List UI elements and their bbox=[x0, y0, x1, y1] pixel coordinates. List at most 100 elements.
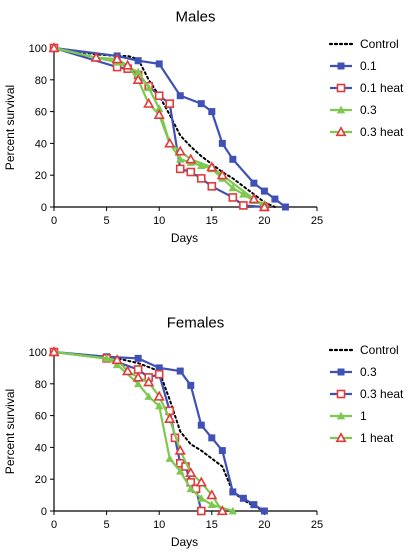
legend: Control 0.3 0.3 heat 1 1 heat bbox=[328, 343, 404, 445]
x-tick-label: 25 bbox=[311, 519, 323, 531]
legend-label: 0.3 bbox=[360, 103, 377, 117]
data-point bbox=[207, 182, 217, 191]
chart-title: Females bbox=[167, 314, 225, 331]
data-point bbox=[112, 360, 122, 369]
data-point bbox=[144, 392, 153, 400]
data-point bbox=[239, 494, 247, 502]
x-tick-label: 0 bbox=[51, 215, 57, 227]
data-point bbox=[174, 444, 186, 455]
y-tick-label: 20 bbox=[35, 474, 47, 486]
series-0-3-heat bbox=[48, 42, 270, 212]
data-point bbox=[175, 164, 185, 174]
data-point bbox=[260, 507, 268, 515]
data-point bbox=[187, 381, 195, 389]
data-point bbox=[337, 62, 345, 70]
data-point bbox=[248, 193, 260, 204]
data-point bbox=[122, 365, 134, 376]
series-1-heat bbox=[48, 346, 228, 516]
data-point bbox=[207, 500, 216, 508]
data-point bbox=[155, 104, 164, 112]
y-axis-label: Percent survival bbox=[3, 85, 17, 170]
series-control bbox=[53, 47, 276, 208]
y-tick-label: 20 bbox=[35, 170, 47, 182]
legend-label: Control bbox=[360, 343, 399, 357]
x-tick-label: 5 bbox=[104, 215, 110, 227]
legend-label: 0.1 heat bbox=[360, 81, 404, 95]
data-point bbox=[134, 57, 142, 65]
x-tick-label: 15 bbox=[206, 519, 218, 531]
data-point bbox=[176, 155, 185, 163]
chart-title: Males bbox=[175, 8, 215, 25]
data-point bbox=[197, 421, 205, 429]
data-point bbox=[133, 67, 143, 76]
x-axis-label: Days bbox=[171, 535, 198, 549]
data-point bbox=[122, 59, 134, 70]
data-point bbox=[250, 501, 258, 509]
data-point bbox=[208, 434, 216, 442]
data-point bbox=[196, 506, 206, 516]
x-axis-label: Days bbox=[171, 231, 198, 245]
legend-item: 1 bbox=[330, 409, 367, 423]
data-point bbox=[154, 91, 164, 100]
data-point bbox=[153, 108, 165, 119]
x-tick-label: 10 bbox=[153, 215, 165, 227]
data-point bbox=[111, 354, 123, 365]
data-point bbox=[48, 346, 60, 357]
data-point bbox=[153, 390, 165, 401]
data-point bbox=[90, 51, 102, 62]
data-point bbox=[155, 401, 164, 410]
legend-item: 0.3 heat bbox=[330, 125, 404, 139]
data-point bbox=[165, 99, 175, 108]
data-point bbox=[229, 155, 237, 163]
data-point bbox=[216, 169, 228, 180]
y-tick-label: 80 bbox=[35, 379, 47, 391]
data-point bbox=[258, 201, 270, 212]
data-point bbox=[155, 60, 163, 68]
x-tick-label: 15 bbox=[206, 215, 218, 227]
data-point bbox=[335, 126, 347, 137]
legend-label: 0.1 bbox=[360, 59, 377, 73]
data-point bbox=[164, 412, 176, 423]
data-point bbox=[143, 376, 155, 387]
data-point bbox=[176, 92, 184, 100]
data-point bbox=[228, 506, 238, 515]
data-point bbox=[229, 488, 237, 496]
x-tick-label: 20 bbox=[258, 215, 270, 227]
y-axis-label: Percent survival bbox=[3, 389, 17, 474]
legend: Control 0.1 0.1 heat 0.3 0.3 heat bbox=[328, 37, 404, 139]
legend-item: 0.3 bbox=[330, 365, 377, 379]
data-point bbox=[111, 53, 123, 64]
data-point bbox=[185, 466, 197, 478]
legend-item: 0.1 bbox=[330, 59, 377, 73]
data-point bbox=[206, 161, 218, 172]
data-point bbox=[155, 364, 163, 372]
data-point bbox=[186, 484, 195, 493]
data-point bbox=[271, 195, 279, 203]
data-point bbox=[48, 42, 60, 53]
y-tick-label: 60 bbox=[35, 107, 47, 119]
legend-label: 0.3 heat bbox=[360, 387, 404, 401]
legend-label: 0.3 bbox=[360, 365, 377, 379]
data-point bbox=[134, 354, 142, 362]
data-point bbox=[144, 83, 153, 92]
data-point bbox=[260, 187, 268, 195]
data-point bbox=[206, 489, 218, 500]
x-tick-label: 0 bbox=[51, 519, 57, 531]
data-point bbox=[197, 161, 206, 170]
data-point bbox=[239, 190, 248, 198]
data-point bbox=[336, 389, 346, 399]
data-point bbox=[197, 494, 206, 502]
y-tick-label: 0 bbox=[41, 202, 47, 214]
y-tick-label: 100 bbox=[29, 43, 47, 55]
data-point bbox=[250, 179, 258, 187]
series-line bbox=[53, 46, 266, 208]
chart-panel-females: Females 0 20 40 60 80 100 0 5 10 15 20 25 Days Percent… bbox=[3, 314, 404, 549]
data-point bbox=[133, 379, 143, 388]
chart-panel-males: Males 0 20 40 60 80 100 0 5 10 15 20 25 Days Percent s… bbox=[3, 8, 404, 245]
legend-label: 0.3 heat bbox=[360, 125, 404, 139]
x-tick-label: 20 bbox=[258, 519, 270, 531]
series-0-1 bbox=[50, 44, 289, 211]
data-point bbox=[239, 201, 248, 210]
data-point bbox=[336, 83, 346, 93]
